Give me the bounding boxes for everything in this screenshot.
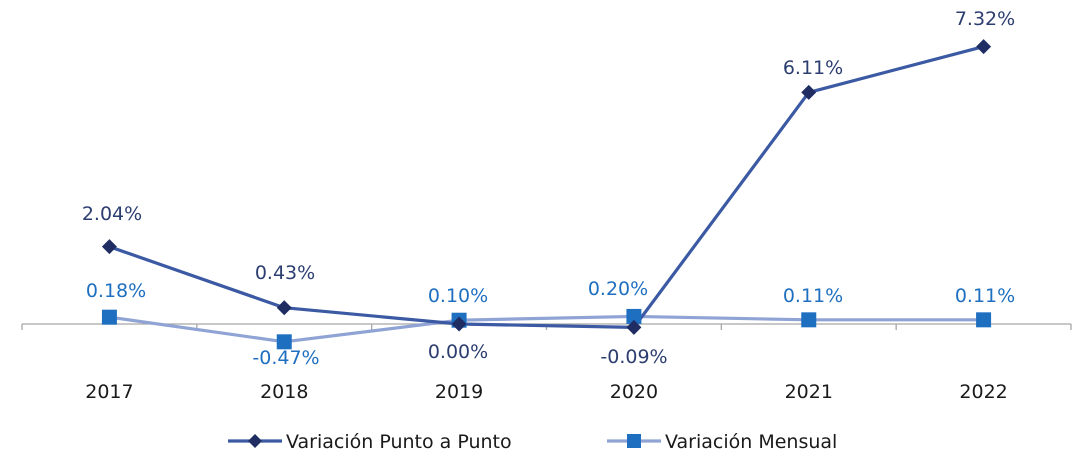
series-line-mensual [109,314,984,344]
data-label-mensual: -0.47% [252,347,319,369]
legend-square-marker [627,434,641,448]
x-tick-label: 2021 [785,381,833,403]
data-point-mensual [101,309,117,325]
data-label-punto-a-punto: -0.09% [600,346,667,368]
legend-diamond-marker [248,434,262,448]
data-labels: 2.04% 0.43% 0.00% -0.09% 6.11% 7.32% 0.18% -0.4… [82,8,1015,369]
data-label-punto-a-punto: 0.43% [255,262,315,284]
data-label-mensual: 0.10% [428,285,488,307]
data-label-mensual: 0.11% [783,285,843,307]
data-point-punto-a-punto [976,39,992,55]
data-point-punto-a-punto [451,316,467,332]
x-tick-label: 2017 [85,381,133,403]
data-point-mensual [801,312,817,328]
data-point-punto-a-punto [276,300,292,316]
data-label-punto-a-punto: 0.00% [428,341,488,363]
x-tick-labels: 2017 2018 2019 2020 2021 2022 [85,381,1008,403]
data-point-punto-a-punto [801,84,817,100]
legend-item-punto-a-punto: Variación Punto a Punto [228,431,512,453]
x-tick-label: 2022 [959,381,1007,403]
data-label-mensual: 0.11% [955,285,1015,307]
data-label-punto-a-punto: 6.11% [783,57,843,79]
legend-label: Variación Punto a Punto [286,431,512,453]
x-tick-label: 2019 [435,381,483,403]
legend: Variación Punto a Punto Variación Mensual [228,431,837,453]
series-markers [101,39,992,350]
series-line-punto-a-punto [108,45,984,330]
data-point-mensual [276,334,292,350]
data-point-mensual [976,312,992,328]
data-label-punto-a-punto: 7.32% [955,8,1015,30]
legend-item-mensual: Variación Mensual [607,431,837,453]
data-point-mensual [626,308,642,324]
data-point-punto-a-punto [101,239,117,255]
series-lines [108,45,984,344]
data-point-punto-a-punto [626,319,642,335]
x-tick-label: 2020 [610,381,658,403]
data-label-punto-a-punto: 2.04% [82,203,142,225]
data-label-mensual: 0.18% [86,280,146,302]
legend-label: Variación Mensual [665,431,837,453]
x-tick-label: 2018 [260,381,308,403]
data-label-mensual: 0.20% [588,278,648,300]
